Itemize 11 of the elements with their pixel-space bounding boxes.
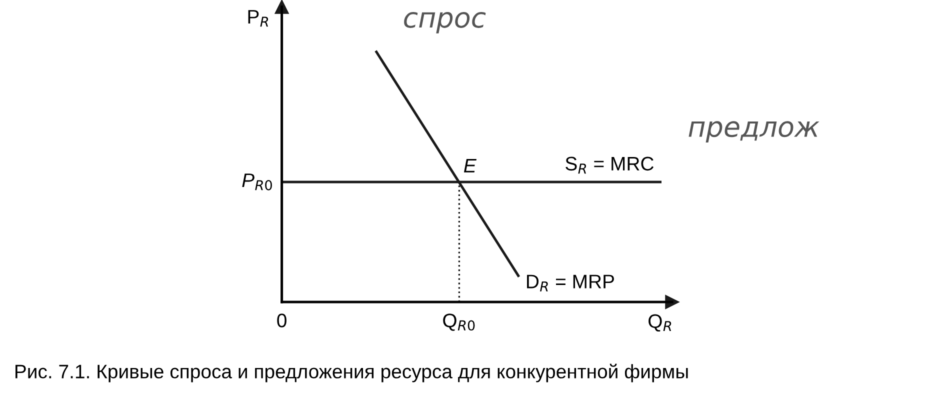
- series-label: S$_{R}$ = MRC: [566, 156, 654, 174]
- text: спрос: [404, 12, 486, 34]
- x-tick-label: Q$_{R0}$: [443, 314, 475, 331]
- annotation: P$_{R0}$: [242, 174, 272, 190]
- annotation: E: [464, 158, 477, 172]
- text: Рис. 7.1. Кривые спроса и предложения ресурса для конкурентной фирмы: [16, 364, 688, 382]
- x-axis-title: Q$_{R}$: [648, 314, 672, 332]
- x-tick-label: 0: [277, 314, 286, 328]
- y-axis-title: P$_{R}$: [248, 10, 268, 27]
- text: предлож: [688, 121, 820, 143]
- series-label: D$_{R}$ = MRP: [527, 274, 614, 292]
